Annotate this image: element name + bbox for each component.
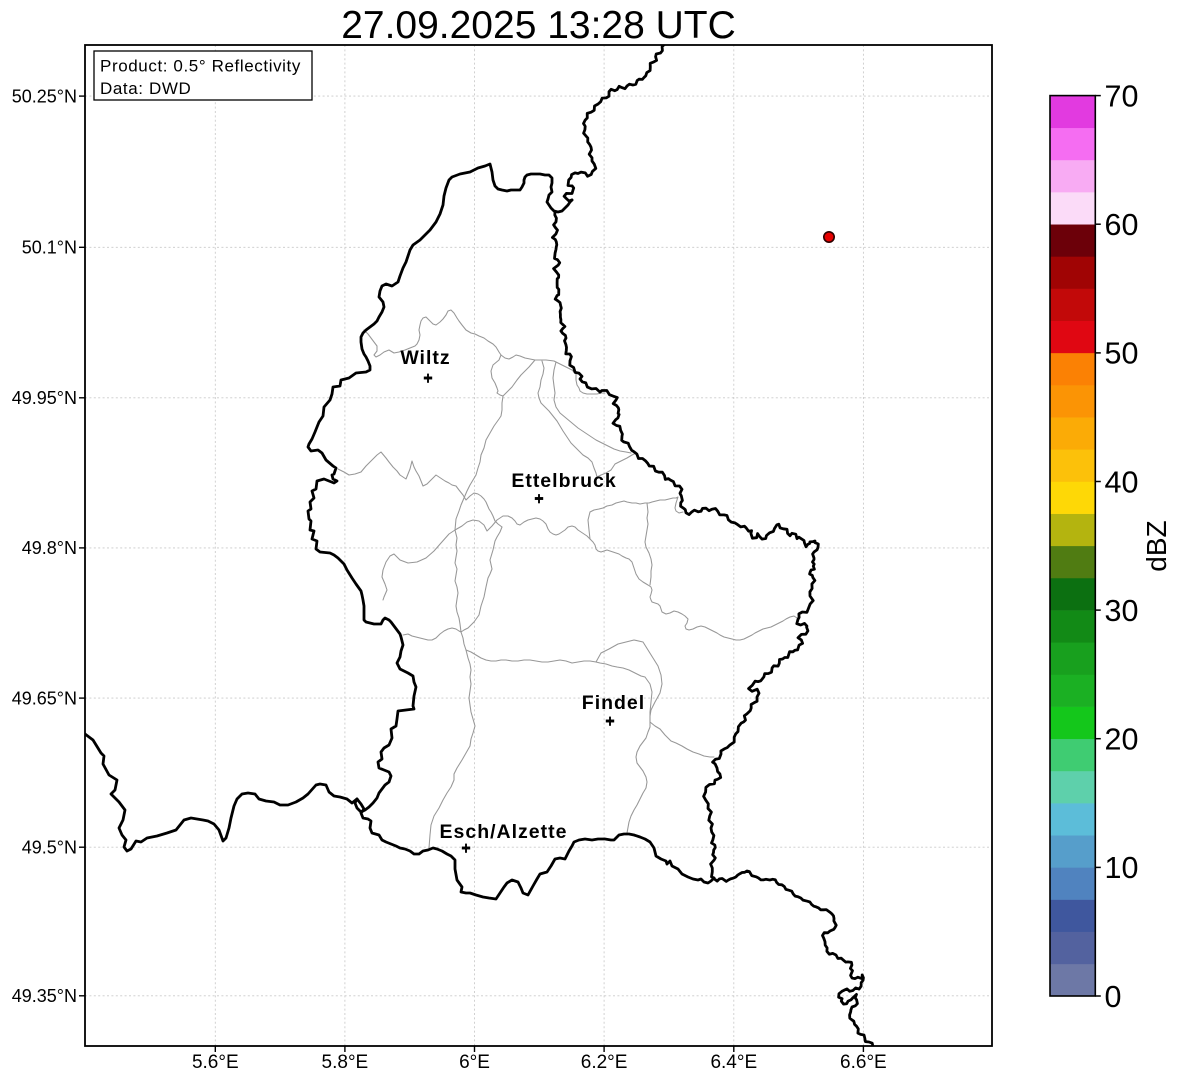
svg-text:27.09.2025 13:28 UTC: 27.09.2025 13:28 UTC	[341, 4, 736, 47]
svg-text:6.6°E: 6.6°E	[840, 1052, 887, 1073]
svg-text:6.2°E: 6.2°E	[581, 1052, 628, 1073]
svg-text:49.35°N: 49.35°N	[12, 986, 77, 1006]
svg-text:49.8°N: 49.8°N	[22, 538, 77, 558]
svg-text:50.1°N: 50.1°N	[22, 238, 77, 258]
svg-text:dBZ: dBZ	[1141, 520, 1172, 571]
svg-text:50.25°N: 50.25°N	[12, 86, 77, 106]
svg-text:60: 60	[1105, 208, 1139, 242]
svg-text:Product: 0.5° Reflectivity: Product: 0.5° Reflectivity	[100, 57, 301, 76]
svg-text:20: 20	[1105, 723, 1139, 757]
svg-text:6.4°E: 6.4°E	[710, 1052, 757, 1073]
svg-text:Ettelbruck: Ettelbruck	[511, 470, 616, 492]
svg-text:Data: DWD: Data: DWD	[100, 79, 191, 98]
svg-text:49.65°N: 49.65°N	[12, 688, 77, 708]
svg-text:Wiltz: Wiltz	[400, 347, 450, 369]
svg-text:Esch/Alzette: Esch/Alzette	[440, 821, 568, 843]
svg-text:0: 0	[1105, 980, 1122, 1014]
svg-text:50: 50	[1105, 337, 1139, 371]
svg-text:40: 40	[1105, 465, 1139, 499]
svg-text:49.95°N: 49.95°N	[12, 388, 77, 408]
svg-text:5.6°E: 5.6°E	[192, 1052, 239, 1073]
svg-text:30: 30	[1105, 594, 1139, 628]
svg-text:6°E: 6°E	[459, 1052, 490, 1073]
svg-text:5.8°E: 5.8°E	[322, 1052, 369, 1073]
svg-text:70: 70	[1105, 79, 1139, 113]
svg-text:Findel: Findel	[582, 692, 645, 714]
svg-text:10: 10	[1105, 851, 1139, 885]
svg-text:49.5°N: 49.5°N	[22, 838, 77, 858]
